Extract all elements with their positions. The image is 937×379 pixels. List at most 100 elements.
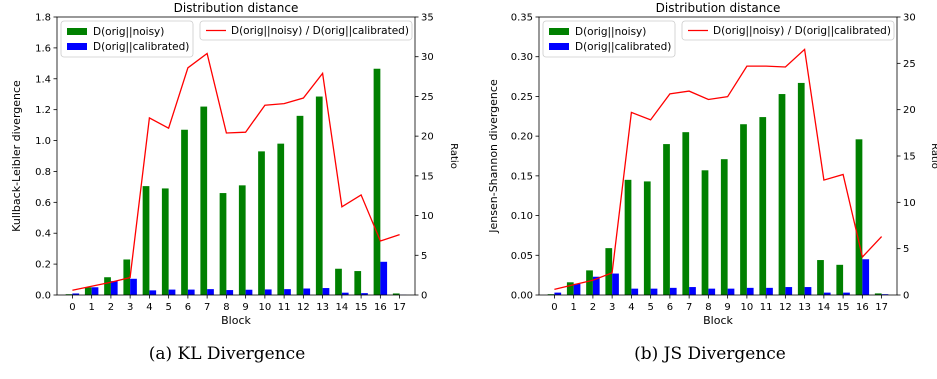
- figure: 0.00.20.40.60.81.01.21.41.61.80510152025…: [10, 1, 937, 327]
- x-tick-label: 17: [393, 302, 406, 313]
- bar-calibrated: [554, 292, 562, 295]
- x-tick-label: 15: [837, 302, 850, 313]
- legend-swatch-noisy: [549, 28, 569, 35]
- y-tick-label: 0.15: [511, 171, 533, 182]
- bar-noisy: [123, 259, 131, 295]
- bar-calibrated: [785, 287, 793, 295]
- bar-calibrated: [361, 293, 368, 295]
- bar-noisy: [277, 143, 285, 295]
- y2-tick-label: 5: [421, 251, 427, 262]
- x-tick-label: 10: [259, 302, 272, 313]
- bar-noisy: [682, 132, 690, 295]
- y2-tick-label: 35: [421, 13, 434, 24]
- bar-calibrated: [650, 288, 658, 295]
- x-tick-label: 5: [165, 302, 171, 313]
- bar-calibrated: [168, 289, 176, 295]
- bar-noisy: [624, 179, 632, 295]
- bar-noisy: [315, 96, 323, 296]
- plot-frame: [538, 16, 898, 296]
- legend-ratio: D(orig||noisy) / D(orig||calibrated): [199, 20, 413, 41]
- bar-noisy: [759, 117, 767, 295]
- bar-calibrated: [187, 289, 195, 295]
- y2-axis-label: Ratio: [448, 143, 459, 169]
- chart-title: Distribution distance: [656, 1, 781, 15]
- bar-calibrated: [592, 276, 600, 295]
- bar-noisy: [740, 124, 747, 295]
- bar-calibrated: [72, 293, 80, 295]
- legend-label-ratio: D(orig||noisy) / D(orig||calibrated): [231, 25, 409, 37]
- y2-axis-label: Ratio: [929, 143, 937, 169]
- bar-noisy: [836, 264, 844, 295]
- caption-js: (b) JS Divergence: [634, 344, 786, 364]
- bar-calibrated: [708, 288, 716, 295]
- bar-noisy: [104, 277, 111, 295]
- x-tick-label: 6: [185, 302, 191, 313]
- bar-noisy: [335, 268, 342, 295]
- legend-bars: D(orig||noisy) D(orig||calibrated): [542, 20, 676, 58]
- y-tick-label: 0.20: [511, 132, 533, 143]
- x-tick-label: 9: [242, 302, 248, 313]
- bar-noisy: [84, 287, 92, 295]
- bar-calibrated: [380, 261, 388, 295]
- bar-noisy: [373, 68, 381, 295]
- bar-calibrated: [843, 292, 850, 295]
- legend-swatch-calibrated: [67, 43, 87, 50]
- y-tick-label: 1.6: [35, 43, 51, 54]
- bar-calibrated: [766, 287, 773, 295]
- bar-calibrated: [823, 292, 831, 295]
- legend-box: [681, 20, 895, 41]
- x-tick-label: 8: [705, 302, 711, 313]
- x-tick-label: 10: [741, 302, 754, 313]
- bar-calibrated: [245, 289, 253, 295]
- bar-noisy: [219, 193, 227, 295]
- y-axis-label: Jensen-Shannon divergence: [487, 79, 500, 234]
- y-tick-label: 0.25: [511, 92, 533, 103]
- bar-calibrated: [207, 289, 214, 295]
- y2-tick-label: 30: [903, 13, 916, 24]
- bar-noisy: [161, 188, 169, 295]
- bar-calibrated: [110, 281, 118, 295]
- bar-noisy: [701, 170, 709, 295]
- plot-frame: [56, 16, 416, 296]
- legend-box: [199, 20, 413, 41]
- y-tick-label: 0.6: [35, 198, 51, 209]
- y-tick-label: 0.35: [511, 13, 533, 24]
- bar-calibrated: [303, 288, 311, 295]
- x-tick-label: 4: [146, 302, 152, 313]
- x-tick-label: 11: [278, 302, 291, 313]
- y2-tick-label: 10: [903, 198, 916, 209]
- y2-tick-label: 5: [903, 244, 909, 255]
- legend-swatch-noisy: [67, 28, 87, 35]
- bar-noisy: [200, 106, 208, 295]
- bar-calibrated: [573, 283, 581, 295]
- bar-noisy: [720, 159, 728, 295]
- x-tick-label: 2: [108, 302, 114, 313]
- bar-noisy: [778, 94, 786, 295]
- x-tick-label: 1: [570, 302, 576, 313]
- bar-calibrated: [284, 289, 291, 295]
- bar-noisy: [354, 271, 362, 295]
- x-tick-label: 2: [590, 302, 596, 313]
- y-tick-label: 0.10: [511, 211, 533, 222]
- x-tick-label: 6: [667, 302, 673, 313]
- x-tick-label: 14: [817, 302, 830, 313]
- caption-kl: (a) KL Divergence: [148, 344, 306, 364]
- bar-calibrated: [226, 290, 234, 295]
- x-tick-label: 13: [316, 302, 329, 313]
- legend-bars: D(orig||noisy) D(orig||calibrated): [60, 20, 194, 58]
- x-axis-label: Block: [221, 314, 251, 327]
- x-tick-label: 14: [335, 302, 348, 313]
- legend-label-calibrated: D(orig||calibrated): [575, 41, 671, 53]
- y-tick-label: 0.0: [35, 291, 51, 302]
- bar-calibrated: [669, 287, 677, 295]
- x-tick-label: 1: [88, 302, 94, 313]
- bar-calibrated: [130, 278, 137, 295]
- bar-calibrated: [91, 287, 99, 295]
- bar-calibrated: [341, 292, 349, 295]
- y-tick-label: 1.8: [35, 13, 51, 24]
- bar-noisy: [817, 260, 824, 295]
- x-tick-label: 12: [297, 302, 310, 313]
- chart-kl: 0.00.20.40.60.81.01.21.41.61.80510152025…: [10, 1, 459, 327]
- bar-noisy: [296, 115, 304, 295]
- x-tick-label: 0: [69, 302, 75, 313]
